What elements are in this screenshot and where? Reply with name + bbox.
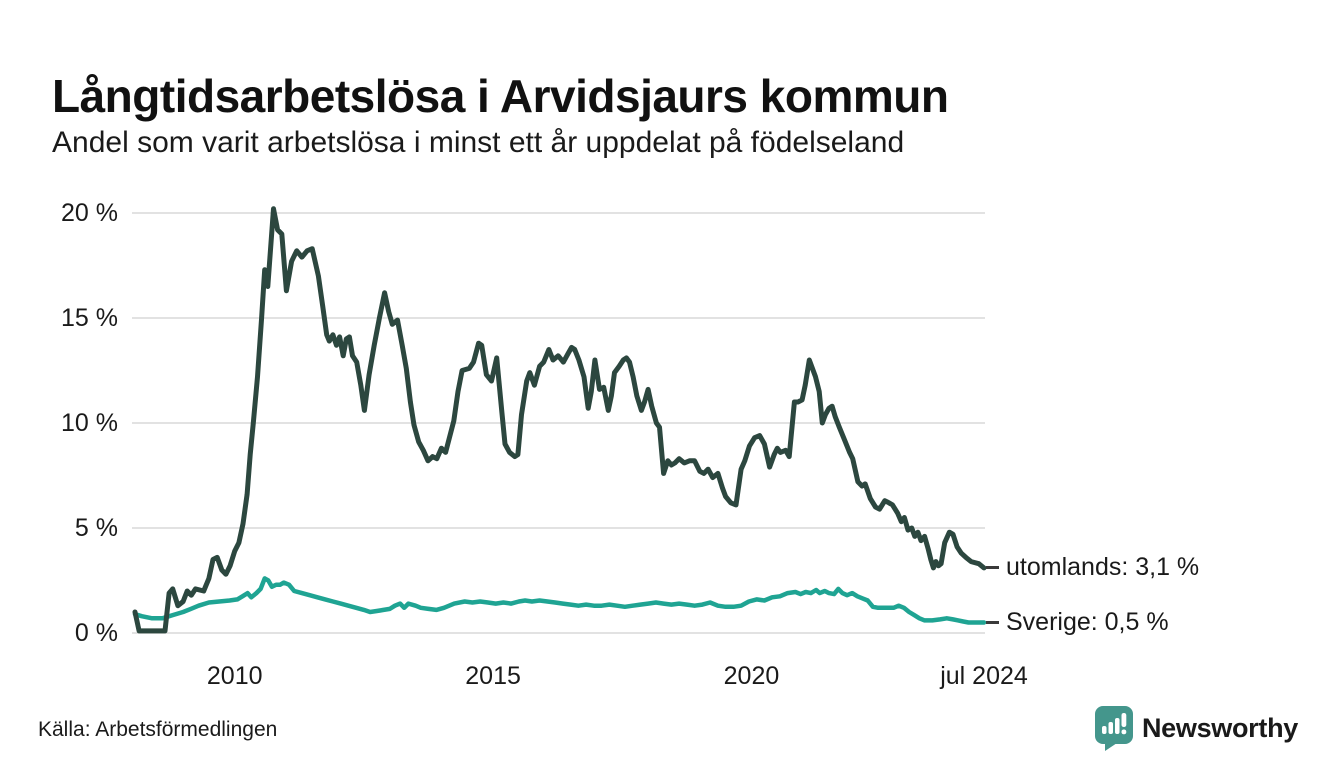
x-axis-tick-jul-2024: jul 2024	[940, 662, 1028, 690]
x-axis-tick-2015: 2015	[465, 662, 521, 690]
series-end-label-sverige: Sverige: 0,5 %	[986, 606, 1169, 640]
y-axis-tick-0: 0 %	[74, 619, 118, 647]
label-tick-dash	[986, 621, 999, 624]
utomlands-line	[132, 206, 987, 634]
y-axis-tick-15: 15 %	[61, 304, 118, 332]
page-subtitle: Andel som varit arbetslösa i minst ett å…	[52, 126, 905, 159]
newsworthy-logo-icon	[1094, 706, 1133, 751]
x-axis-tick-2020: 2020	[723, 662, 780, 690]
series-end-label-utomlands-text: utomlands: 3,1 %	[1006, 553, 1200, 582]
y-axis-tick-10: 10 %	[61, 409, 118, 437]
newsworthy-logo[interactable]: Newsworthy	[1094, 706, 1298, 751]
newsworthy-logo-text: Newsworthy	[1141, 713, 1298, 743]
x-axis-tick-2010: 2010	[206, 662, 263, 690]
source-attribution: Källa: Arbetsförmedlingen	[38, 718, 278, 741]
series-end-label-sverige-text: Sverige: 0,5 %	[1006, 608, 1169, 636]
y-axis-tick-20: 20 %	[61, 199, 118, 227]
sverige-line	[132, 576, 987, 625]
page-title: Långtidsarbetslösa i Arvidsjaurs kommun	[52, 69, 949, 122]
y-axis-tick-5: 5 %	[74, 514, 118, 542]
series-end-label-utomlands: utomlands: 3,1 %	[986, 551, 1199, 585]
label-tick-dash	[986, 566, 999, 570]
